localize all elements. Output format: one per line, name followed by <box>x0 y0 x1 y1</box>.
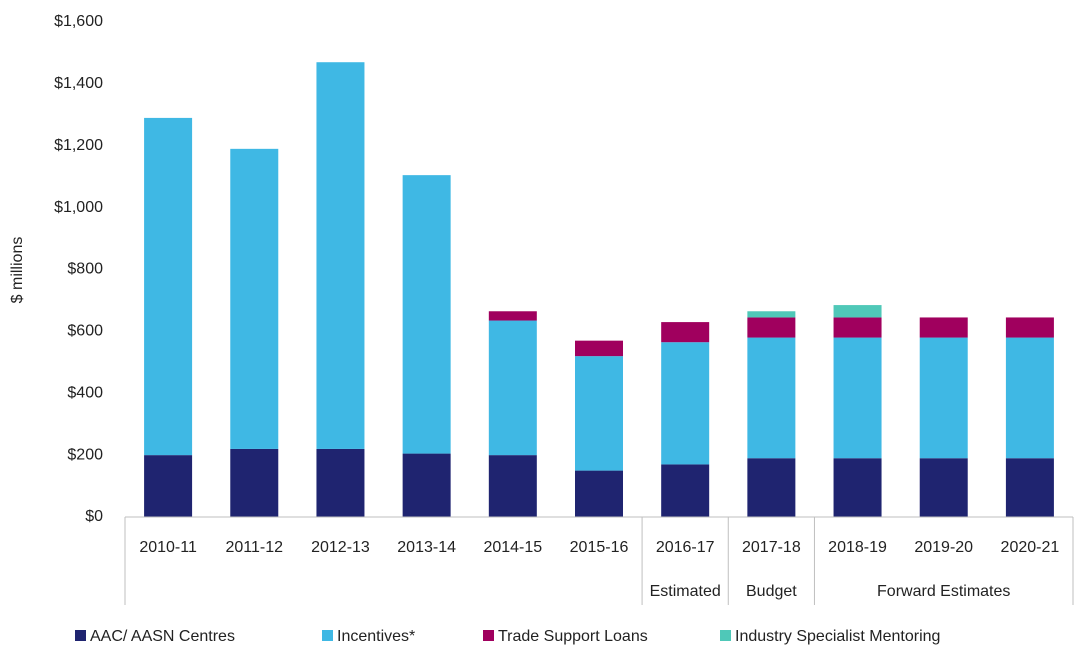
x-tick-label: 2018-19 <box>828 539 887 556</box>
bar-segment <box>402 175 451 454</box>
bar-segment <box>1005 458 1054 517</box>
bar-segment <box>919 337 968 459</box>
legend-swatch <box>483 630 494 641</box>
group-label: Forward Estimates <box>877 583 1010 600</box>
bar-segment <box>833 337 882 459</box>
bar-segment <box>316 62 365 449</box>
x-tick-label: 2019-20 <box>914 539 973 556</box>
bar-segment <box>833 458 882 517</box>
bar-segment <box>575 356 623 471</box>
legend-label: Trade Support Loans <box>498 628 648 645</box>
bar-segment <box>833 305 882 318</box>
bar-segment <box>316 448 365 517</box>
bar-segment <box>488 455 537 517</box>
bar-segment <box>402 453 451 517</box>
y-tick-label: $1,400 <box>54 75 103 92</box>
y-tick-label: $600 <box>67 323 103 340</box>
x-tick-label: 2016-17 <box>656 539 715 556</box>
x-tick-label: 2013-14 <box>397 539 456 556</box>
bar-segment <box>919 458 968 517</box>
group-label: Estimated <box>650 583 721 600</box>
x-tick-label: 2012-13 <box>311 539 370 556</box>
bar-segment <box>833 317 882 338</box>
y-tick-label: $800 <box>67 261 103 278</box>
legend-swatch <box>720 630 731 641</box>
legend-label: Industry Specialist Mentoring <box>735 628 940 645</box>
y-tick-label: $1,200 <box>54 137 103 154</box>
bar-segment <box>1005 337 1054 459</box>
y-tick-label: $400 <box>67 384 103 401</box>
bar-segment <box>575 470 623 517</box>
x-tick-label: 2010-11 <box>139 539 197 556</box>
y-tick-label: $1,600 <box>54 13 103 30</box>
bar-segment <box>144 117 193 456</box>
y-tick-label: $1,000 <box>54 199 103 216</box>
bar-segment <box>747 317 796 338</box>
bar-segment <box>661 342 710 465</box>
legend-swatch <box>322 630 333 641</box>
x-tick-label: 2015-16 <box>570 539 629 556</box>
bar-segment <box>230 148 279 449</box>
legend-label: Incentives* <box>337 628 415 645</box>
bar-segment <box>747 458 796 517</box>
y-tick-label: $200 <box>67 446 103 463</box>
x-tick-label: 2020-21 <box>1001 539 1060 556</box>
bar-segment <box>488 311 537 321</box>
bar-segment <box>1005 317 1054 338</box>
group-label: Budget <box>746 583 797 600</box>
y-tick-label: $0 <box>85 508 103 525</box>
bar-segment <box>488 320 537 456</box>
legend-swatch <box>75 630 86 641</box>
bar-segment <box>661 464 710 517</box>
bar-segment <box>919 317 968 338</box>
x-tick-label: 2014-15 <box>483 539 542 556</box>
y-axis-label: $ millions <box>9 237 26 304</box>
bar-segment <box>144 455 193 517</box>
bar-segment <box>747 337 796 459</box>
bar-segment <box>661 322 710 343</box>
bar-segment <box>575 340 623 357</box>
legend-label: AAC/ AASN Centres <box>90 628 235 645</box>
bar-segment <box>230 448 279 517</box>
x-tick-label: 2011-12 <box>226 539 284 556</box>
bar-segment <box>747 311 796 318</box>
x-tick-label: 2017-18 <box>742 539 801 556</box>
